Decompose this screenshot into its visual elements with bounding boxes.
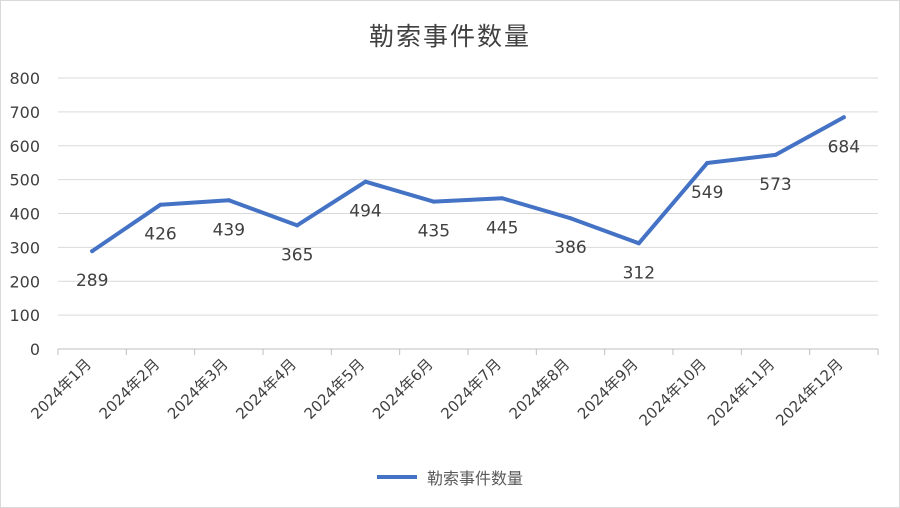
x-tick-label: 2024年7月 (437, 355, 505, 423)
data-point (363, 179, 368, 184)
x-tick-label: 2024年5月 (301, 355, 369, 423)
legend-line-swatch (376, 475, 417, 479)
data-label: 445 (486, 218, 518, 238)
data-label: 289 (76, 271, 108, 291)
x-tick-label: 2024年3月 (164, 355, 232, 423)
data-point (636, 241, 641, 246)
data-point (431, 199, 436, 204)
data-point (295, 223, 300, 228)
y-tick-label: 200 (9, 272, 40, 291)
x-tick-label: 2024年10月 (636, 355, 710, 429)
data-point (773, 152, 778, 157)
x-tick-label: 2024年6月 (369, 355, 437, 423)
data-point (226, 198, 231, 203)
data-label: 684 (828, 137, 860, 157)
y-tick-label: 400 (9, 205, 40, 224)
chart-title: 勒索事件数量 (368, 22, 531, 51)
x-tick-label: 2024年8月 (506, 355, 574, 423)
x-tick-label: 2024年9月 (574, 355, 642, 423)
data-point (841, 115, 846, 120)
data-label: 435 (418, 222, 450, 242)
data-label: 426 (144, 225, 176, 245)
y-tick-label: 800 (9, 69, 40, 88)
x-tick-label: 2024年12月 (772, 355, 846, 429)
y-tick-label: 300 (9, 238, 40, 257)
x-tick-label: 2024年1月 (27, 355, 95, 423)
data-label: 573 (759, 175, 791, 195)
legend-label: 勒索事件数量 (426, 469, 523, 488)
data-label: 494 (349, 202, 381, 222)
data-label: 439 (213, 220, 245, 240)
y-tick-label: 500 (9, 171, 40, 190)
data-label: 386 (554, 238, 586, 258)
data-point (500, 196, 505, 201)
chart-legend: 勒索事件数量 (1, 463, 899, 491)
y-tick-label: 600 (9, 137, 40, 156)
data-point (705, 161, 710, 166)
data-point (90, 249, 95, 254)
y-tick-label: 0 (30, 340, 40, 359)
x-tick-label: 2024年2月 (96, 355, 164, 423)
x-tick-label: 2024年4月 (232, 355, 300, 423)
y-tick-label: 700 (9, 103, 40, 122)
x-tick-label: 2024年11月 (704, 355, 778, 429)
data-label: 549 (691, 183, 723, 203)
data-point (158, 202, 163, 207)
data-label: 365 (281, 245, 313, 265)
series-line (90, 115, 846, 254)
y-tick-label: 100 (9, 306, 40, 325)
data-label: 312 (623, 263, 655, 283)
data-point (568, 216, 573, 221)
